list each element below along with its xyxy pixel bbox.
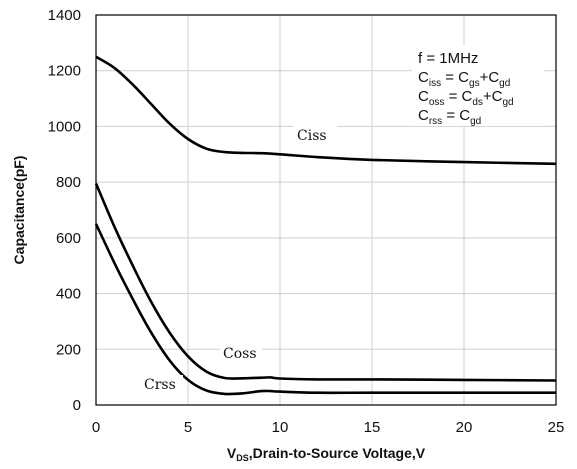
series-curves bbox=[94, 55, 557, 396]
y-tick-label: 1200 bbox=[48, 63, 81, 80]
annotation-box bbox=[412, 46, 544, 126]
x-tick-labels: 0 5 10 15 20 25 bbox=[92, 419, 565, 436]
annotation-coss-formula: Coss = Cds+Cgd bbox=[418, 88, 514, 108]
x-tick-label: 10 bbox=[272, 419, 289, 436]
y-axis-title: Capacitance(pF) bbox=[11, 156, 27, 265]
y-tick-label: 0 bbox=[73, 397, 81, 414]
y-tick-labels: 0 200 400 600 800 1000 1200 1400 bbox=[48, 7, 81, 414]
series-label-coss: Coss bbox=[223, 346, 257, 362]
plot-frame bbox=[95, 14, 557, 406]
series-line-crss bbox=[94, 223, 556, 396]
annotation-frequency: f = 1MHz bbox=[418, 50, 478, 67]
crss-label-bg bbox=[141, 375, 183, 394]
x-tick-label: 15 bbox=[364, 419, 381, 436]
x-axis-title: VDS,Drain-to-Source Voltage,V bbox=[227, 445, 426, 463]
coss-label-bg bbox=[220, 343, 262, 362]
x-tick-label: 25 bbox=[548, 419, 565, 436]
y-tick-label: 1000 bbox=[48, 118, 81, 135]
annotation-ciss-formula: Ciss = Cgs+Cgd bbox=[418, 69, 510, 89]
y-tick-label: 1400 bbox=[48, 7, 81, 24]
y-tick-label: 400 bbox=[56, 286, 81, 303]
series-label-crss: Crss bbox=[144, 377, 176, 393]
series-label-ciss: Ciss bbox=[297, 128, 327, 144]
annotation-crss-formula: Crss = Cgd bbox=[418, 107, 481, 127]
x-tick-label: 20 bbox=[456, 419, 473, 436]
y-tick-label: 800 bbox=[56, 174, 81, 191]
y-tick-label: 600 bbox=[56, 230, 81, 247]
x-tick-label: 0 bbox=[92, 419, 100, 436]
ciss-label-bg bbox=[293, 125, 337, 145]
y-tick-label: 200 bbox=[56, 341, 81, 358]
series-line-coss bbox=[94, 182, 557, 382]
series-line-ciss bbox=[95, 55, 557, 166]
x-tick-label: 5 bbox=[184, 419, 192, 436]
